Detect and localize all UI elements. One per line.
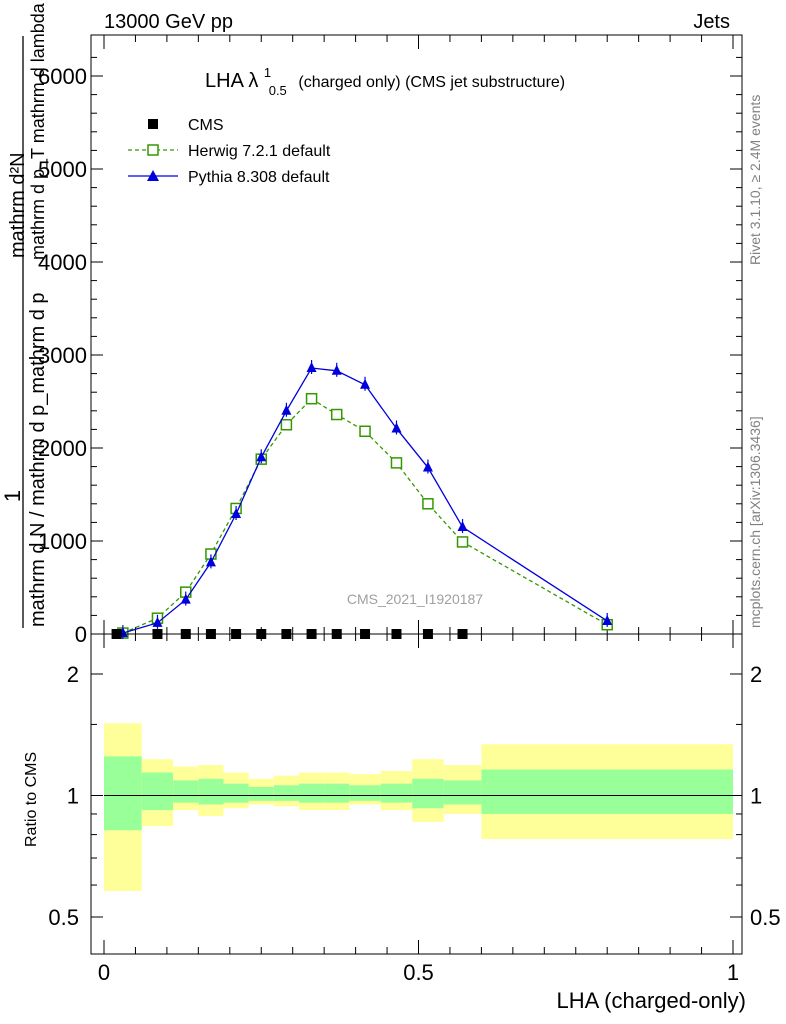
series-line xyxy=(122,367,608,634)
ratio-inner-band xyxy=(198,778,224,805)
legend-cms-marker xyxy=(148,119,158,129)
pythia-point xyxy=(231,508,242,519)
pythia-point xyxy=(180,593,191,604)
herwig-point xyxy=(305,392,318,405)
title-sub: 0.5 xyxy=(269,83,287,98)
ratio-inner-band xyxy=(380,783,413,803)
ratio-panel: 0.5 0.51 12 2 0 0.5 1 Ratio to CMS LHA (charg… xyxy=(23,633,781,1013)
ratio-bands xyxy=(104,723,733,891)
pythia-point xyxy=(331,364,342,375)
x-axis-label: LHA (charged-only) xyxy=(556,988,746,1013)
ratio-inner-band xyxy=(349,785,381,801)
ratio-inner-band xyxy=(298,783,325,803)
ratio-y-tick-label-right: 1 xyxy=(750,784,762,809)
main-title: LHA λ 1 0.5 (charged only) (CMS jet subs… xyxy=(205,60,565,100)
ratio-inner-band xyxy=(324,783,350,803)
pythia-point xyxy=(457,521,468,532)
ylabel-numerator: 1 xyxy=(0,490,25,502)
ratio-plot-frame xyxy=(90,633,743,955)
pythia-point xyxy=(360,378,371,389)
main-y-tick-label: 1000 xyxy=(38,529,87,554)
ratio-y-tick-label: 0.5 xyxy=(48,905,79,930)
ratio-inner-band xyxy=(141,772,174,811)
legend-herwig-label: Herwig 7.2.1 default xyxy=(188,143,331,160)
ratio-inner-band xyxy=(273,785,299,801)
pythia-point xyxy=(391,422,402,433)
legend-pythia-label: Pythia 8.308 default xyxy=(188,169,330,186)
pythia-point xyxy=(281,404,292,415)
header-jets: Jets xyxy=(693,11,730,33)
series-pythia xyxy=(117,360,613,640)
ratio-y-tick-label-right: 2 xyxy=(750,662,762,687)
main-y-tick-label: 5000 xyxy=(38,157,87,182)
main-panel: 0 1000 2000 3000 4000 5000 6000 CMS_2021_I1920… xyxy=(0,2,743,647)
ratio-x-axis: 0 0.5 1 xyxy=(98,634,739,985)
watermark: CMS_2021_I1920187 xyxy=(347,591,483,607)
ylabel-mid: mathrm d p_T mathrm d lambda xyxy=(28,2,49,260)
ratio-y-tick-label: 1 xyxy=(67,784,79,809)
pythia-point xyxy=(422,461,433,472)
legend-herwig-marker xyxy=(147,144,159,156)
ratio-y-label: Ratio to CMS xyxy=(23,752,40,847)
pythia-point xyxy=(602,614,613,625)
herwig-point xyxy=(456,536,469,548)
legend-cms-label: CMS xyxy=(188,117,224,134)
main-y-label: 1 mathrm d N / mathrm d p_mathrm d p mat… xyxy=(0,2,49,628)
title-sup: 1 xyxy=(264,65,271,80)
ratio-y-axis: 0.5 0.5 1 1 2 2 xyxy=(48,662,780,930)
ylabel-denominator: mathrm d N / mathrm d p_mathrm d p xyxy=(27,292,49,627)
mcplots-label: mcplots.cern.ch [arXiv:1306.3436] xyxy=(747,416,763,628)
herwig-point xyxy=(359,425,371,438)
pythia-point xyxy=(306,362,317,373)
pythia-point xyxy=(152,616,163,627)
ratio-inner-band xyxy=(104,756,142,831)
herwig-point xyxy=(422,498,434,510)
main-y-tick-label: 4000 xyxy=(38,250,87,275)
ratio-inner-band xyxy=(443,780,482,805)
ratio-inner-band xyxy=(173,780,199,803)
pythia-point xyxy=(205,556,216,567)
ratio-y-tick-label-right: 0.5 xyxy=(750,905,781,930)
ratio-inner-band xyxy=(248,786,274,801)
ratio-y-tick-label: 2 xyxy=(67,662,79,687)
ratio-x-tick-label: 0.5 xyxy=(403,960,434,985)
ratio-inner-band xyxy=(223,783,249,803)
main-y-tick-label: 0 xyxy=(75,622,87,647)
ratio-inner-band xyxy=(481,769,733,814)
ylabel-upper: mathrm d²N xyxy=(7,152,29,258)
ratio-inner-band xyxy=(412,778,444,809)
legend: CMS Herwig 7.2.1 default Pythia 8.308 de… xyxy=(128,117,331,186)
legend-pythia-marker xyxy=(147,170,159,181)
title-rest: (charged only) (CMS jet substructure) xyxy=(298,74,565,91)
main-y-tick-label: 3000 xyxy=(38,343,87,368)
pythia-point xyxy=(256,451,267,462)
main-y-tick-label: 2000 xyxy=(38,436,87,461)
herwig-point xyxy=(390,457,403,469)
main-y-tick-label: 6000 xyxy=(38,64,87,89)
ratio-x-tick-label: 0 xyxy=(98,960,110,985)
series-line xyxy=(122,397,608,634)
main-x-ticks xyxy=(103,35,734,634)
herwig-point xyxy=(280,419,293,431)
rivet-label: Rivet 3.1.10, ≥ 2.4M events xyxy=(747,95,763,265)
title-main: LHA λ xyxy=(205,70,258,92)
ratio-x-tick-label: 1 xyxy=(727,960,739,985)
main-y-axis: 0 1000 2000 3000 4000 5000 6000 xyxy=(38,56,742,647)
herwig-point xyxy=(330,408,343,421)
header-energy: 13000 GeV pp xyxy=(104,11,233,33)
